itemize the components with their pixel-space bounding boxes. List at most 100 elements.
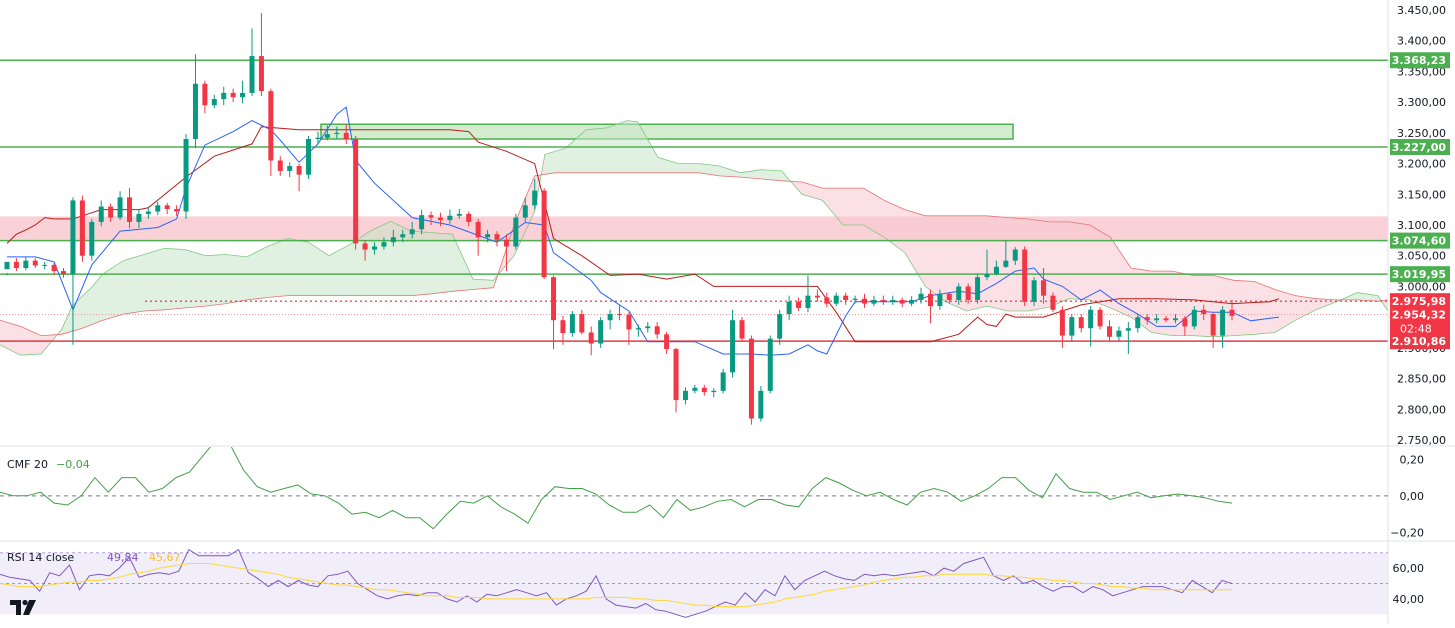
- candle: [927, 289, 933, 324]
- cmf-pane: CMF 20 −0,04 0,20 0,00 −0,20: [0, 447, 1425, 539]
- candle-body: [1163, 318, 1169, 321]
- candle-body: [32, 260, 38, 266]
- candle-body: [155, 205, 161, 212]
- candle: [1041, 268, 1047, 304]
- candle-body: [136, 213, 142, 222]
- cmf-line: [0, 447, 1233, 530]
- candle-body: [447, 215, 453, 221]
- candle-body: [145, 211, 151, 214]
- candle: [485, 229, 491, 243]
- candle: [494, 231, 500, 247]
- candle-body: [1229, 309, 1235, 316]
- candle: [353, 135, 359, 250]
- candle-body: [1116, 330, 1122, 337]
- candle: [315, 131, 321, 144]
- candle: [824, 292, 830, 308]
- price-tick-label: 3.100,00: [1397, 219, 1446, 232]
- candle: [127, 188, 132, 229]
- candle-body: [579, 314, 585, 333]
- price-tick-label: 3.050,00: [1397, 250, 1446, 263]
- candle-body: [23, 260, 29, 268]
- candle: [503, 234, 509, 272]
- candle-body: [61, 271, 67, 275]
- candle: [984, 249, 990, 281]
- candle: [334, 126, 340, 139]
- price-tick-label: 3.300,00: [1397, 96, 1446, 109]
- candle-body: [381, 242, 387, 247]
- last-price-tag: [1390, 293, 1450, 310]
- candle: [852, 295, 858, 304]
- candle: [61, 268, 67, 278]
- candle-body: [777, 314, 783, 339]
- candle-body: [353, 139, 359, 244]
- candle: [296, 163, 302, 192]
- last-price-label: 2.975,98: [1392, 295, 1446, 308]
- candle: [1116, 326, 1122, 341]
- price-tick-label: 2.750,00: [1397, 434, 1446, 447]
- level-tag: [1390, 266, 1450, 283]
- cmf-tick-label: 0,20: [1400, 453, 1425, 466]
- candle: [419, 209, 425, 235]
- candle-body: [617, 314, 622, 316]
- candle-body: [494, 234, 500, 240]
- candle: [814, 289, 820, 302]
- candle: [937, 289, 943, 310]
- candle-body: [532, 190, 538, 206]
- candle: [560, 315, 566, 345]
- candle-body: [258, 56, 264, 92]
- tradingview-logo-icon: [10, 599, 36, 615]
- candle: [843, 292, 849, 305]
- candle: [362, 240, 368, 261]
- candle: [381, 237, 387, 250]
- candle-body: [230, 92, 236, 98]
- candles: [4, 13, 1235, 425]
- candle: [1050, 292, 1056, 313]
- candle-body: [899, 299, 905, 304]
- candle-body: [551, 277, 557, 321]
- price-axis: 3.450,00 3.400,00 3.350,00 3.300,00 3.250,00…: [1387, 0, 1450, 624]
- candle: [437, 212, 443, 227]
- candle: [79, 195, 85, 262]
- candle-body: [51, 264, 57, 272]
- price-tick-label: 3.400,00: [1397, 35, 1446, 48]
- candle: [1172, 314, 1178, 324]
- candle-body: [1003, 260, 1009, 267]
- candle-body: [937, 293, 943, 307]
- rsi-tick-label: 40,00: [1393, 593, 1425, 606]
- candle: [4, 261, 10, 276]
- candle-body: [569, 314, 575, 334]
- candle: [522, 197, 528, 222]
- candle: [287, 162, 293, 178]
- candle: [1163, 315, 1169, 323]
- candle: [475, 218, 481, 256]
- candle-body: [852, 298, 858, 300]
- cmf-value: −0,04: [56, 458, 90, 471]
- candle-body: [588, 332, 594, 344]
- cloud-bearish: [1382, 299, 1388, 311]
- candle-body: [1050, 295, 1056, 310]
- candle: [1220, 306, 1226, 348]
- cloud-bullish: [544, 120, 792, 183]
- level-tag: [1390, 138, 1450, 155]
- candle-body: [767, 338, 773, 391]
- candle: [1125, 322, 1131, 354]
- candle-body: [287, 166, 293, 171]
- candle: [400, 229, 406, 243]
- rsi-value: 49,84: [107, 551, 139, 564]
- candle-body: [1069, 317, 1075, 336]
- candle-body: [1041, 280, 1047, 296]
- candle-body: [485, 234, 491, 238]
- candle-body: [456, 213, 462, 216]
- logo-part: [10, 600, 21, 615]
- candle: [1003, 240, 1009, 268]
- candle: [258, 13, 264, 96]
- candle-body: [174, 209, 180, 212]
- rsi-ma-line: [0, 563, 1232, 608]
- candle: [155, 201, 161, 216]
- candle-body: [1022, 249, 1028, 302]
- candle: [551, 275, 557, 350]
- candle: [1135, 314, 1141, 333]
- candle: [899, 297, 905, 308]
- candle-body: [1125, 328, 1131, 331]
